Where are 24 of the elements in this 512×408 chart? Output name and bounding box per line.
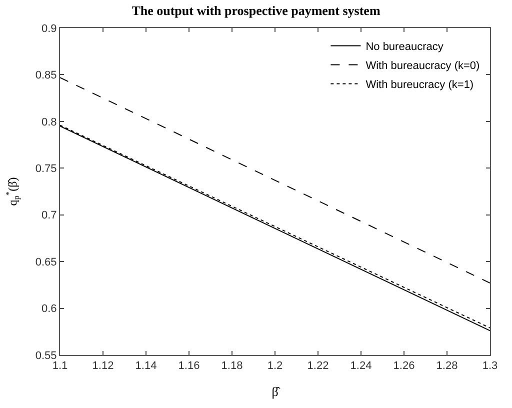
x-tick-label: 1.28 bbox=[436, 360, 458, 372]
x-tick-label: 1.14 bbox=[135, 360, 157, 372]
y-tick-label: 0.55 bbox=[35, 350, 57, 362]
x-tick-label: 1.2 bbox=[267, 360, 283, 372]
legend-label: No bureaucracy bbox=[366, 41, 444, 54]
legend-label: With bureucracy (k=1) bbox=[366, 79, 474, 92]
x-tick-label: 1.1 bbox=[52, 360, 68, 372]
x-tick-label: 1.3 bbox=[482, 360, 498, 372]
x-tick-label: 1.24 bbox=[350, 360, 372, 372]
y-tick-label: 0.6 bbox=[42, 303, 57, 316]
y-tick-label: 0.85 bbox=[35, 70, 57, 82]
legend-label: With bureaucracy (k=0) bbox=[366, 60, 480, 72]
y-tick-label: 0.8 bbox=[42, 116, 57, 128]
y-tick-label: 0.9 bbox=[42, 22, 57, 35]
x-tick-label: 1.12 bbox=[92, 360, 114, 372]
x-tick-label: 1.18 bbox=[221, 360, 243, 372]
y-tick-label: 0.65 bbox=[35, 256, 57, 268]
x-axis-title: β̂ bbox=[272, 384, 282, 399]
y-tick-label: 0.75 bbox=[35, 162, 57, 175]
x-tick-label: 1.22 bbox=[307, 360, 329, 372]
chart-title: The output with prospective payment system bbox=[132, 3, 380, 18]
y-tick-label: 0.7 bbox=[42, 210, 57, 222]
x-tick-label: 1.26 bbox=[393, 360, 415, 372]
x-tick-label: 1.16 bbox=[178, 360, 200, 372]
